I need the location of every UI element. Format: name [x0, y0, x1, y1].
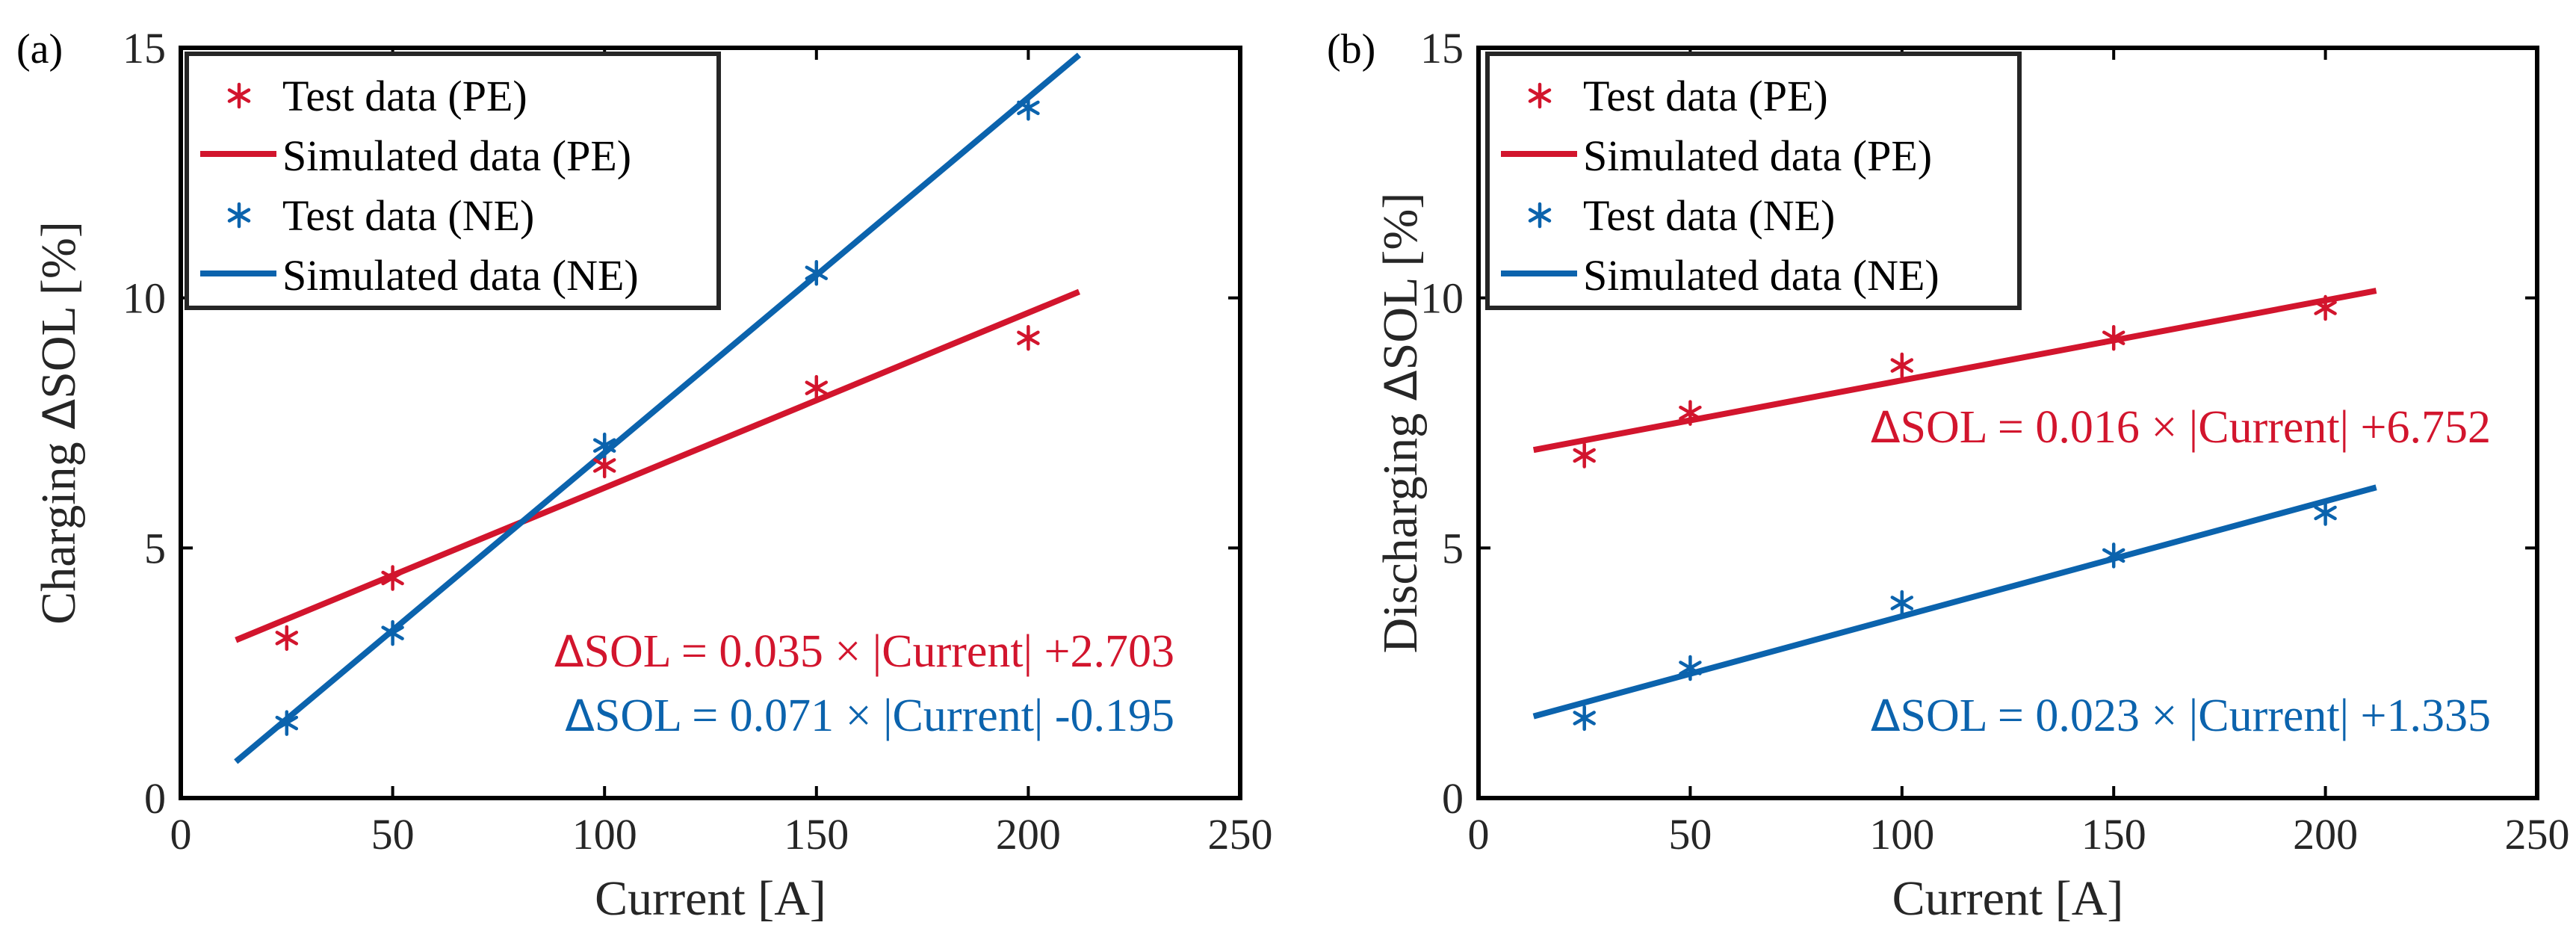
- delta-symbol: Δ: [1871, 690, 1901, 741]
- delta-symbol: Δ: [1375, 370, 1428, 401]
- data-point: [2314, 294, 2337, 321]
- x-tick-label: 0: [170, 810, 192, 859]
- x-tick-label: 250: [2505, 810, 2570, 859]
- fit-line-ne: [234, 52, 1082, 764]
- data-point: [1017, 324, 1040, 351]
- delta-symbol: Δ: [565, 690, 595, 741]
- x-tick-label: 200: [2293, 810, 2358, 859]
- y-axis-title-prefix: Charging: [31, 430, 86, 625]
- chart-panel-a: 0 50 100 150 200 250 0 5 10 15 Current [A] Charging…: [16, 24, 1273, 926]
- legend-marker-pe: [227, 82, 251, 109]
- legend: Test data (PE) Simulated data (PE) Test da…: [1485, 52, 2022, 310]
- data-point: [1679, 655, 1702, 681]
- equation-text: SOL = 0.035 × |Current| +2.703: [584, 626, 1174, 677]
- data-point: [1573, 705, 1596, 732]
- x-tick-label: 250: [1208, 810, 1273, 859]
- y-tick-label: 5: [144, 524, 166, 572]
- equation-ne: ΔSOL = 0.071 × |Current| -0.195: [565, 690, 1174, 741]
- legend: Test data (PE) Simulated data (PE) Test da…: [185, 52, 721, 310]
- series-points-ne: [275, 95, 1040, 736]
- y-tick-label: 0: [1442, 774, 1464, 823]
- data-point: [805, 259, 829, 286]
- delta-symbol: Δ: [1871, 402, 1901, 453]
- fit-line-ne: [1532, 484, 2377, 720]
- panel-label: (a): [16, 26, 63, 72]
- x-tick-label: 0: [1468, 810, 1490, 859]
- axes-box: [179, 46, 1242, 800]
- data-point: [275, 625, 299, 652]
- y-tick-label: 15: [123, 24, 166, 72]
- x-axis-title: Current [A]: [1892, 871, 2124, 926]
- fit-line-pe: [1532, 288, 2377, 454]
- legend-marker-pe: [1528, 82, 1552, 109]
- legend-box: [1485, 52, 2022, 310]
- y-tick-label: 15: [1420, 24, 1464, 72]
- legend-entry: Test data (NE): [282, 191, 534, 240]
- y-tick-label: 10: [1420, 274, 1464, 323]
- equation-text: SOL = 0.071 × |Current| -0.195: [595, 690, 1174, 741]
- axes-box: [1476, 46, 2539, 800]
- x-axis-title: Current [A]: [595, 871, 826, 926]
- legend-entry: Simulated data (PE): [1583, 132, 1932, 180]
- equation-pe: ΔSOL = 0.035 × |Current| +2.703: [554, 626, 1174, 677]
- data-point: [805, 374, 829, 401]
- data-point: [1890, 590, 1914, 616]
- chart-panel-b: 0 50 100 150 200 250 0 5 10 15 Current [A] Discharg…: [1327, 24, 2570, 926]
- x-tick-label: 50: [371, 810, 415, 859]
- y-axis-title: Discharging ΔSOL [%]: [1373, 193, 1428, 654]
- legend-entry: Simulated data (NE): [282, 251, 639, 300]
- x-tick-label: 100: [572, 810, 637, 859]
- legend-entry: Test data (PE): [1583, 72, 1828, 120]
- data-point: [381, 619, 404, 646]
- legend-marker-ne: [227, 202, 251, 229]
- y-tick-label: 5: [1442, 524, 1464, 572]
- data-point: [275, 710, 299, 736]
- data-point: [1017, 95, 1040, 121]
- x-tick-label: 200: [996, 810, 1061, 859]
- data-point: [2314, 500, 2337, 526]
- data-point: [2102, 542, 2125, 569]
- equation-pe: ΔSOL = 0.016 × |Current| +6.752: [1871, 402, 2491, 453]
- y-axis-title-suffix: SOL [%]: [31, 221, 86, 399]
- data-point: [2102, 324, 2125, 351]
- equation-text: SOL = 0.016 × |Current| +6.752: [1901, 402, 2491, 453]
- legend-box: [185, 52, 721, 310]
- y-axis-title-suffix: SOL [%]: [1373, 193, 1428, 371]
- x-tick-label: 100: [1869, 810, 1934, 859]
- panel-label: (b): [1327, 26, 1375, 72]
- equation-ne: ΔSOL = 0.023 × |Current| +1.335: [1871, 690, 2491, 741]
- x-tick-label: 150: [2081, 810, 2146, 859]
- legend-entry: Test data (NE): [1583, 191, 1835, 240]
- legend-entry: Simulated data (PE): [282, 132, 631, 180]
- series-points-pe: [1573, 294, 2337, 469]
- data-point: [381, 565, 404, 591]
- x-tick-label: 150: [784, 810, 849, 859]
- series-points-ne: [1573, 500, 2337, 732]
- delta-symbol: Δ: [554, 626, 584, 677]
- x-tick-label: 50: [1668, 810, 1712, 859]
- y-tick-label: 10: [123, 274, 166, 323]
- y-tick-label: 0: [144, 774, 166, 823]
- legend-entry: Simulated data (NE): [1583, 251, 1939, 300]
- fit-line-pe: [235, 288, 1080, 643]
- y-axis-title: Charging ΔSOL [%]: [31, 221, 86, 625]
- data-point: [592, 432, 616, 459]
- data-point: [1890, 352, 1914, 379]
- equation-text: SOL = 0.023 × |Current| +1.335: [1901, 690, 2491, 741]
- data-point: [1679, 400, 1702, 426]
- y-axis-title-prefix: Discharging: [1373, 401, 1428, 653]
- legend-marker-ne: [1528, 202, 1552, 229]
- delta-symbol: Δ: [34, 399, 86, 430]
- legend-entry: Test data (PE): [282, 72, 527, 120]
- data-point: [1573, 442, 1596, 469]
